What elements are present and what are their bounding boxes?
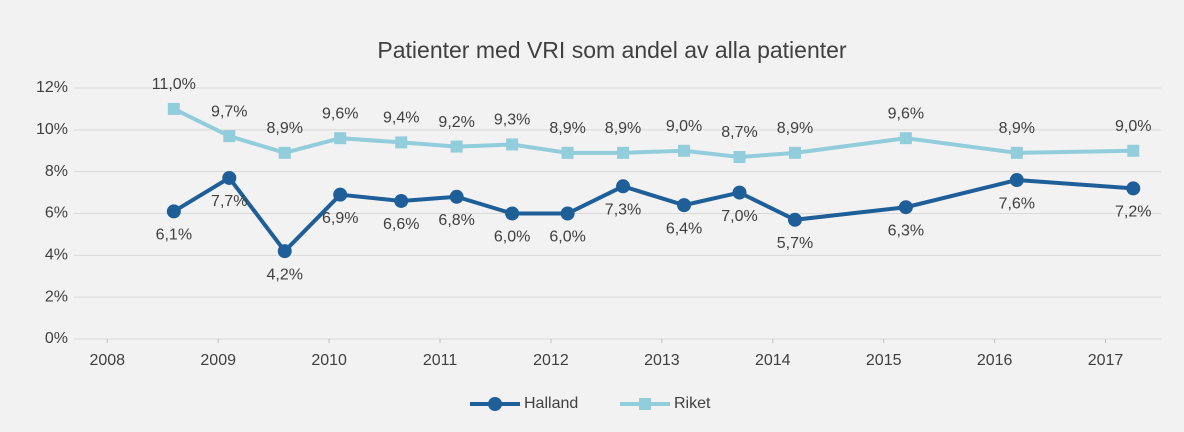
x-tick-label: 2009 (200, 352, 236, 369)
y-tick-label: 4% (45, 247, 68, 264)
x-tick-label: 2014 (755, 352, 791, 369)
y-tick-label: 0% (45, 330, 68, 347)
data-label: 8,7% (721, 124, 757, 141)
point (1010, 146, 1023, 159)
legend-label: Riket (674, 395, 711, 412)
x-tick-label: 2016 (977, 352, 1013, 369)
point (166, 204, 181, 219)
data-label: 9,7% (211, 103, 247, 120)
point (787, 212, 802, 227)
y-tick-label: 12% (36, 79, 68, 96)
point (334, 132, 347, 145)
data-label: 6,4% (666, 220, 702, 237)
point (616, 179, 631, 194)
data-label: 8,9% (777, 120, 813, 137)
line (172, 107, 1134, 160)
point (678, 144, 691, 157)
point (333, 187, 348, 202)
data-label: 4,2% (267, 266, 303, 283)
data-label: 6,0% (549, 229, 585, 246)
point (1127, 144, 1140, 157)
data-label: 7,6% (999, 195, 1035, 212)
data-label: 9,4% (383, 110, 419, 127)
x-tick-label: 2010 (311, 352, 347, 369)
data-label: 7,2% (1115, 204, 1151, 221)
data-label: 6,9% (322, 210, 358, 227)
data-label: 9,3% (494, 112, 530, 129)
x-tick-label: 2015 (866, 352, 902, 369)
data-label: 7,7% (211, 193, 247, 210)
data-label: 9,0% (666, 118, 702, 135)
point (1126, 181, 1141, 196)
point (395, 136, 408, 149)
x-tick-label: 2013 (644, 352, 680, 369)
point (505, 206, 520, 221)
data-label: 8,9% (549, 120, 585, 137)
data-label: 5,7% (777, 235, 813, 252)
x-tick-label: 2011 (423, 352, 458, 369)
y-tick-label: 8% (45, 163, 68, 180)
data-label: 6,6% (383, 216, 419, 233)
point (277, 244, 292, 259)
point (899, 132, 912, 145)
chart-title: Patienter med VRI som andel av alla pati… (377, 37, 847, 63)
point (732, 185, 747, 200)
x-tick-label: 2012 (533, 352, 569, 369)
data-label: 6,0% (494, 229, 530, 246)
point (223, 130, 236, 143)
point (167, 102, 180, 115)
data-label: 9,0% (1115, 118, 1151, 135)
x-tick-label: 2017 (1088, 352, 1124, 369)
data-label: 8,9% (605, 120, 641, 137)
y-tick-label: 10% (36, 121, 68, 138)
data-label: 6,8% (438, 212, 474, 229)
point (488, 397, 502, 411)
data-label: 6,3% (888, 222, 924, 239)
data-label: 7,3% (605, 202, 641, 219)
point (561, 146, 574, 159)
x-tick-label: 2008 (89, 352, 125, 369)
data-label: 9,2% (438, 114, 474, 131)
point (788, 146, 801, 159)
data-label: 9,6% (322, 105, 358, 122)
point (677, 198, 692, 213)
point (222, 170, 237, 185)
point (1009, 173, 1024, 188)
data-label: 6,1% (156, 227, 192, 244)
line (172, 175, 1134, 255)
point (639, 398, 651, 410)
point (733, 151, 746, 164)
point (278, 146, 291, 159)
point (617, 146, 630, 159)
legend-label: Halland (524, 395, 578, 412)
data-label: 11,0% (152, 76, 196, 93)
data-label: 8,9% (267, 120, 303, 137)
point (506, 138, 519, 151)
point (449, 189, 464, 204)
point (898, 200, 913, 215)
y-tick-label: 6% (45, 205, 68, 222)
point (560, 206, 575, 221)
data-label: 9,6% (888, 105, 924, 122)
point (450, 140, 463, 153)
y-tick-label: 2% (45, 288, 68, 305)
data-label: 7,0% (721, 208, 757, 225)
data-label: 8,9% (999, 120, 1035, 137)
point (394, 193, 409, 208)
